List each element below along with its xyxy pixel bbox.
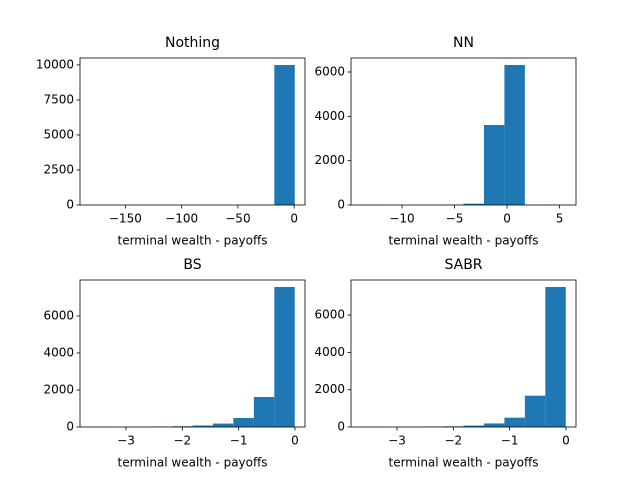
x-tick-label: −2 [444, 434, 462, 448]
x-tick-label: −100 [165, 212, 198, 226]
subplot-title: Nothing [165, 35, 220, 51]
bar [483, 423, 505, 427]
subplot-title: SABR [444, 257, 482, 273]
y-tick-label: 10000 [36, 57, 74, 71]
x-tick-label: 5 [556, 212, 564, 226]
y-tick-label: 0 [66, 198, 74, 212]
axes-frame [79, 57, 306, 206]
subplot-title: BS [183, 257, 201, 273]
y-tick-label: 2000 [314, 382, 345, 396]
y-tick-label: 0 [337, 198, 345, 212]
y-tick-label: 4000 [314, 109, 345, 123]
subplot-title: NN [453, 35, 474, 51]
y-tick-label: 7500 [43, 92, 74, 106]
x-tick-label: 0 [562, 434, 570, 448]
axes-frame [79, 279, 306, 428]
bar [524, 395, 546, 427]
y-tick-label: 5000 [43, 127, 74, 141]
y-tick-label: 4000 [314, 345, 345, 359]
x-axis-label: terminal wealth - payoffs [117, 234, 267, 248]
y-tick-label: 2500 [43, 162, 74, 176]
bar [545, 286, 566, 427]
x-tick-label: −3 [117, 434, 135, 448]
x-tick-label: −3 [388, 434, 406, 448]
x-tick-label: 0 [503, 212, 511, 226]
bar [274, 286, 295, 427]
x-tick-label: −2 [173, 434, 191, 448]
axes-frame [350, 57, 577, 206]
x-axis-label: terminal wealth - payoffs [117, 456, 267, 470]
x-tick-label: 0 [291, 434, 299, 448]
y-tick-label: 2000 [43, 383, 74, 397]
x-tick-label: −1 [230, 434, 248, 448]
y-tick-label: 2000 [314, 153, 345, 167]
axes-frame [350, 279, 577, 428]
bar [274, 65, 295, 205]
x-tick-label: −5 [446, 212, 464, 226]
bar [463, 425, 484, 427]
bar [253, 396, 275, 427]
x-tick-label: −1 [501, 434, 519, 448]
x-tick-label: −150 [109, 212, 142, 226]
y-tick-label: 4000 [43, 346, 74, 360]
x-axis-label: terminal wealth - payoffs [388, 456, 538, 470]
y-tick-label: 0 [66, 420, 74, 434]
bar [192, 425, 213, 427]
bar [483, 124, 505, 205]
y-tick-label: 6000 [314, 308, 345, 322]
bar [504, 417, 525, 427]
y-tick-label: 6000 [43, 309, 74, 323]
y-tick-label: 0 [337, 420, 345, 434]
x-tick-label: 0 [290, 212, 298, 226]
bar [233, 418, 254, 427]
bar [212, 423, 234, 427]
x-tick-label: −50 [225, 212, 250, 226]
x-axis-label: terminal wealth - payoffs [388, 234, 538, 248]
bar [504, 65, 525, 205]
bar [463, 203, 484, 205]
x-tick-label: −10 [389, 212, 414, 226]
y-tick-label: 6000 [314, 64, 345, 78]
